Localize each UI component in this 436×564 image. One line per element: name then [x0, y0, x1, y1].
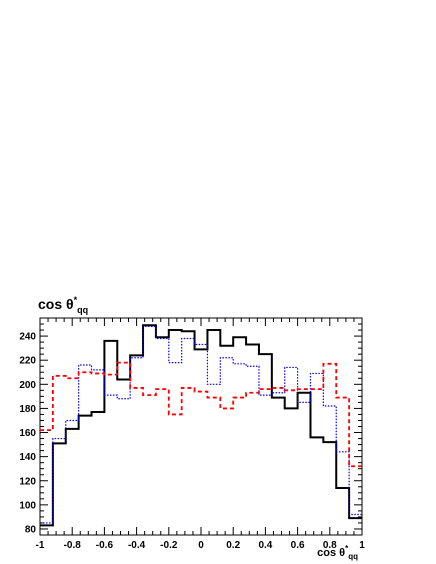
x-axis-label-sup: *: [345, 544, 349, 553]
chart-title: cos θ*qq: [38, 295, 88, 315]
y-tick-label: 200: [19, 380, 36, 391]
x-tick-label: 0.2: [226, 540, 240, 551]
y-tick-label: 140: [19, 452, 36, 463]
y-tick-label: 240: [19, 332, 36, 343]
x-tick-label: 0.6: [291, 540, 305, 551]
x-axis-label-base: cos θ: [317, 547, 345, 559]
chart-title-base: cos θ: [38, 296, 74, 312]
x-tick-label: 0.4: [258, 540, 272, 551]
series-solid-line: [40, 324, 362, 527]
y-tick-label: 160: [19, 428, 36, 439]
y-tick-label: 120: [19, 476, 36, 487]
y-tick-label: 180: [19, 404, 36, 415]
axis-layer: 80 100 120 140 160 180 200 220 240 -1 -0.8 -0.6 -0.4…: [19, 317, 365, 551]
x-tick-label: -1: [36, 540, 45, 551]
x-tick-label: -0.6: [96, 540, 114, 551]
x-axis-label-sub: qq: [348, 552, 358, 561]
x-tick-label: -0.4: [128, 540, 146, 551]
x-axis-label: cos θ*qq: [317, 544, 358, 561]
chart-title-sup: *: [74, 295, 78, 305]
x-tick-label: 0.8: [323, 540, 337, 551]
x-tick-label: -0.8: [64, 540, 82, 551]
x-tick-label: 0: [198, 540, 204, 551]
y-tick-label: 80: [25, 524, 37, 535]
series-dashed-line: [40, 361, 362, 468]
y-tick-label: 100: [19, 500, 36, 511]
series-dotted-line: [40, 325, 362, 524]
chart-title-sub: qq: [77, 305, 88, 315]
y-tick-label: 220: [19, 356, 36, 367]
x-tick-label: 1: [359, 540, 365, 551]
x-tick-label: -0.2: [160, 540, 178, 551]
series-layer: [40, 324, 362, 527]
plot-frame: [39, 317, 363, 536]
